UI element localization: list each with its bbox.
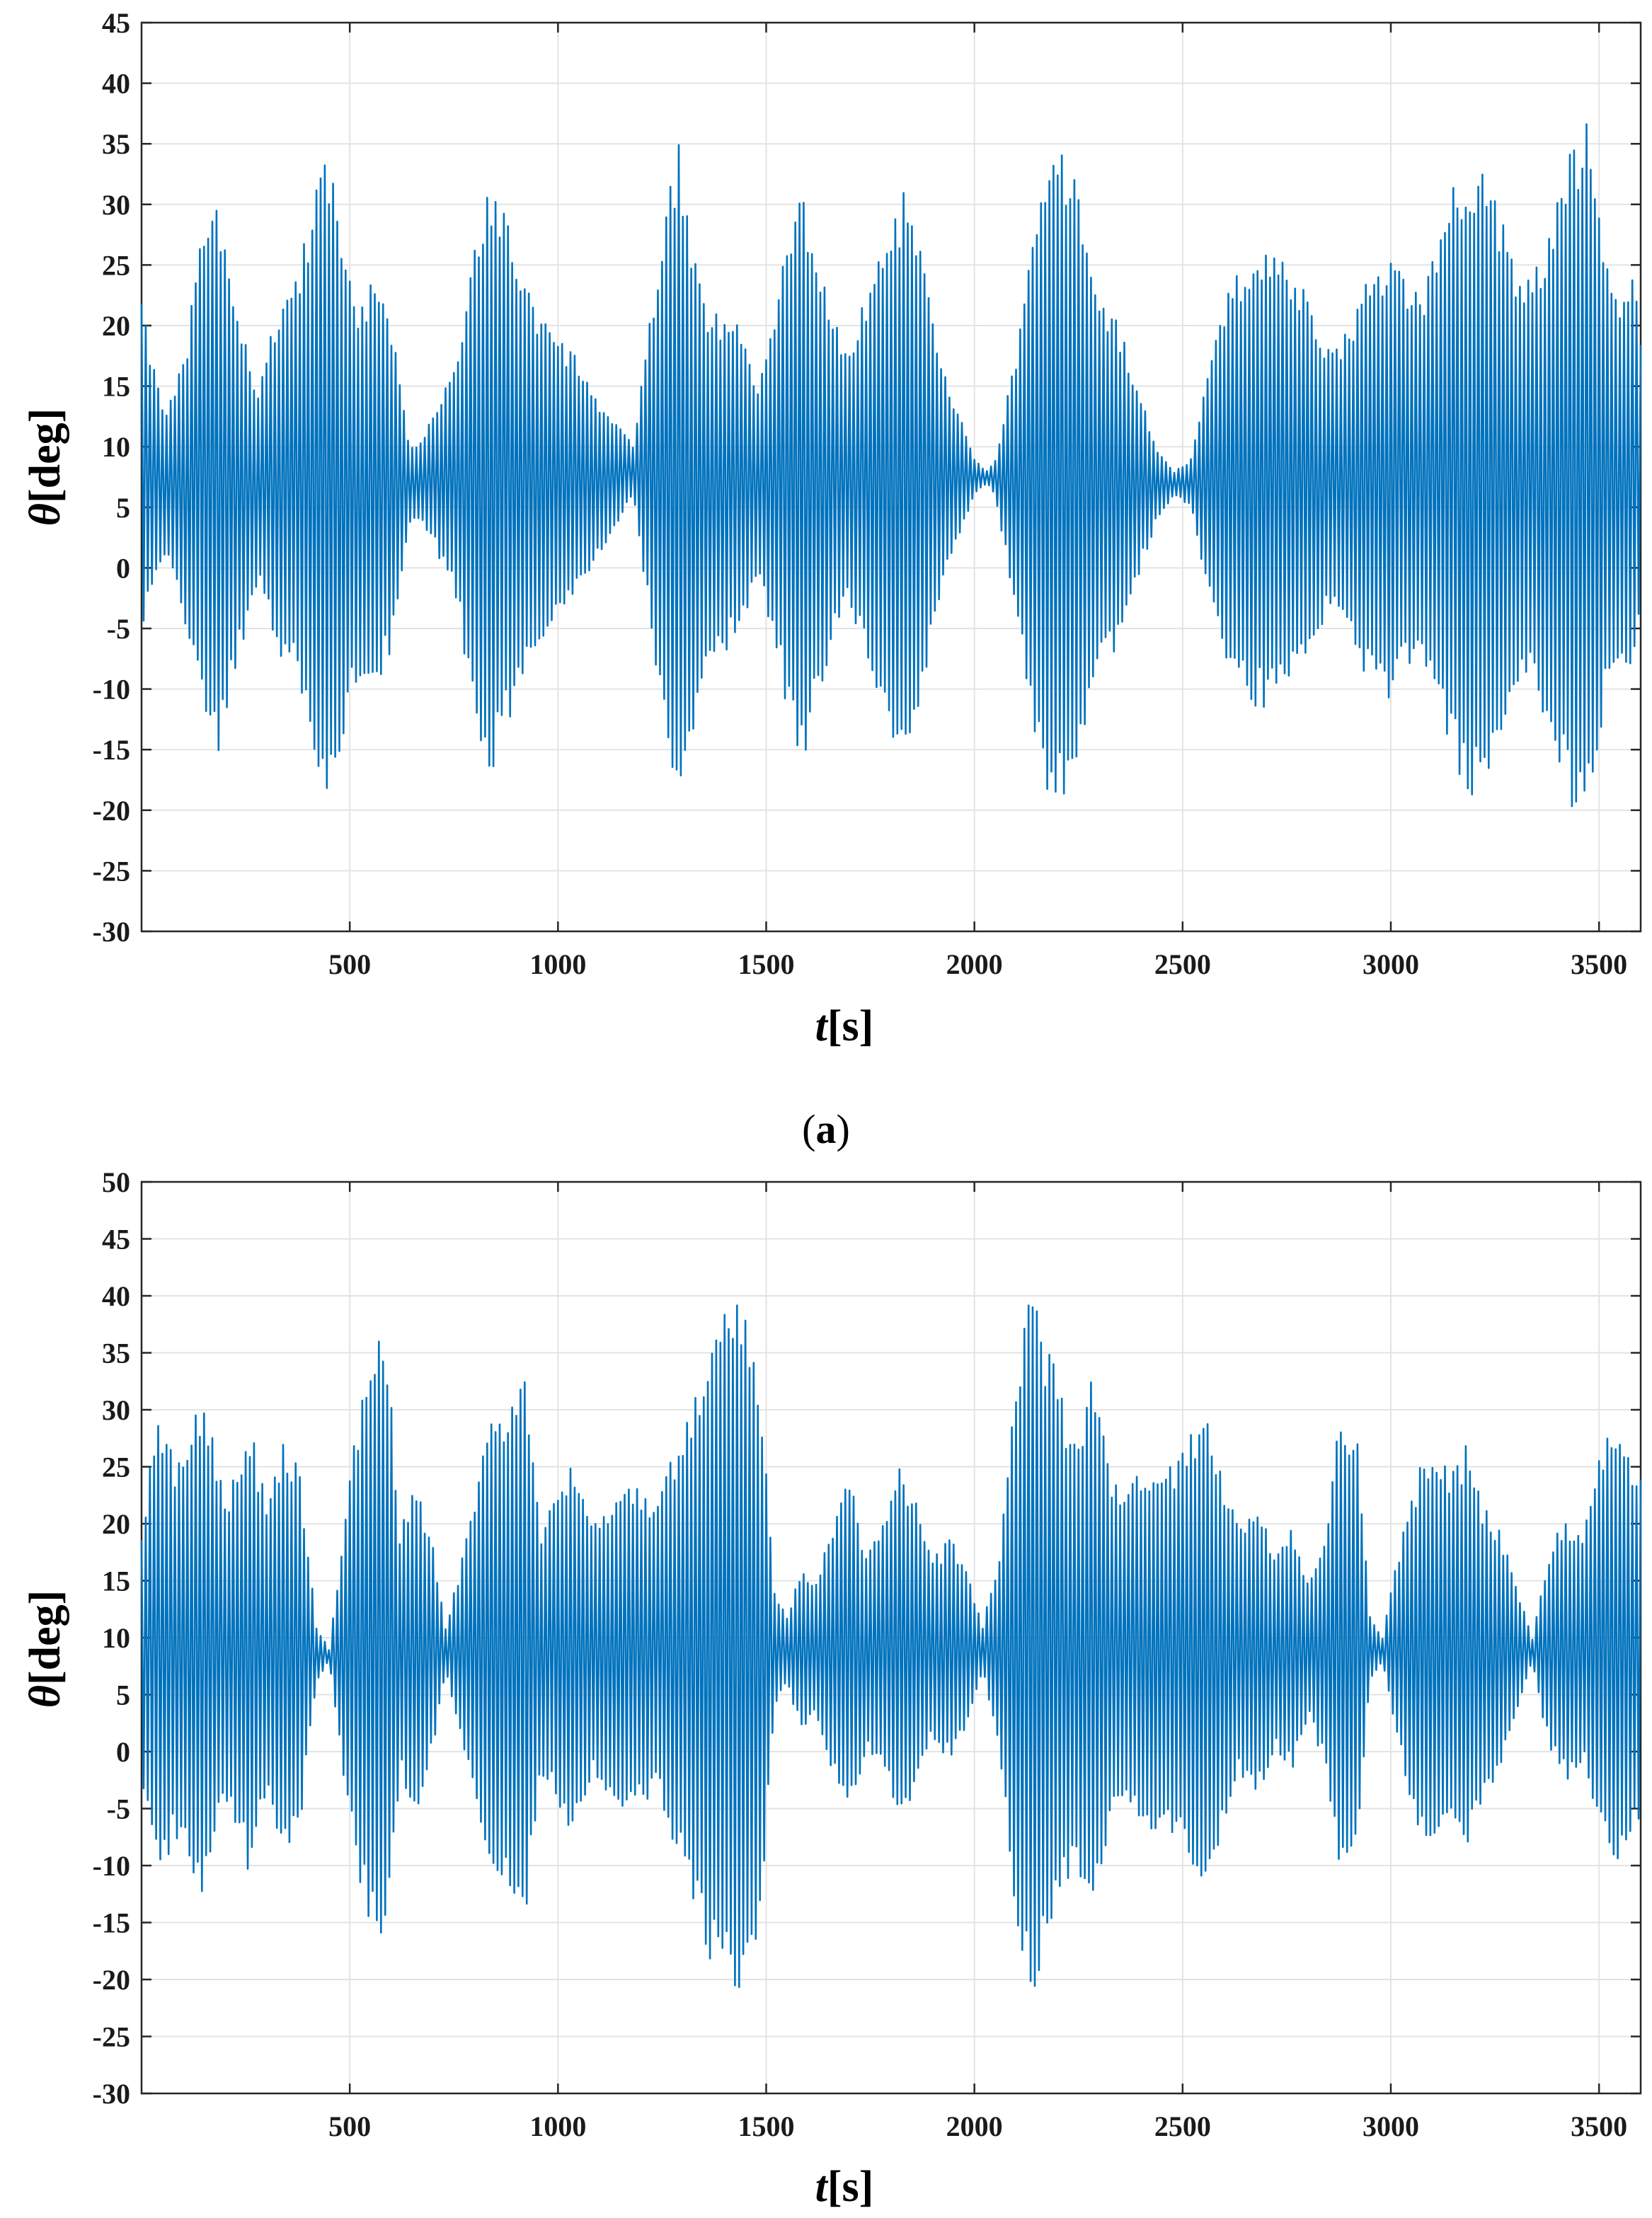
x-tick-label: 1000: [529, 2110, 586, 2142]
x-tick-label: 1000: [529, 948, 586, 980]
x-tick-label: 1500: [738, 948, 795, 980]
x-tick-label: 2000: [946, 2110, 1003, 2142]
x-tick-label: 500: [328, 2110, 371, 2142]
y-tick-label: 45: [102, 7, 130, 39]
x-tick-label: 2500: [1154, 948, 1211, 980]
y-tick-label: -25: [93, 855, 130, 887]
x-tick-label: 500: [328, 948, 371, 980]
y-tick-label: 30: [102, 1394, 130, 1426]
x-axis-label-b: t[s]: [815, 2163, 874, 2211]
y-tick-label: 10: [102, 1622, 130, 1654]
y-tick-label: 25: [102, 249, 130, 281]
y-tick-label: -15: [93, 1907, 130, 1939]
y-tick-label: 0: [116, 1736, 130, 1768]
y-tick-label: 35: [102, 1338, 130, 1369]
y-tick-label: 20: [102, 1508, 130, 1540]
y-tick-label: -10: [93, 1850, 130, 1882]
grid-a: [142, 22, 1641, 932]
y-tick-label: 40: [102, 1280, 130, 1312]
x-axis-label-a: t[s]: [815, 1002, 874, 1050]
x-tick-label: 2000: [946, 948, 1003, 980]
series-a: [140, 123, 1642, 808]
y-tick-label: 10: [102, 431, 130, 463]
x-tick-label: 1500: [738, 2110, 795, 2142]
y-tick-label: -20: [93, 1964, 130, 1996]
y-tick-label: 30: [102, 189, 130, 221]
y-tick-label: 0: [116, 552, 130, 584]
y-tick-labels-b: -30 -25 -20 -15 -10 -5 0 5 10 15 20 25 30 35 40 45 50: [93, 1166, 130, 2110]
x-tick-labels-b: 500 1000 1500 2000 2500 3000 3500: [328, 2110, 1627, 2142]
y-tick-label: -15: [93, 734, 130, 766]
x-tick-label: 3000: [1363, 948, 1419, 980]
x-tick-label: 3500: [1571, 948, 1627, 980]
y-tick-labels-a: -30 -25 -20 -15 -10 -5 0 5 10 15 20 25 30 35 40 45: [93, 7, 130, 948]
series-line: [140, 1304, 1642, 1988]
y-tick-label: -30: [93, 2078, 130, 2110]
caption-a: (a): [802, 1106, 850, 1152]
y-tick-label: -5: [107, 613, 130, 645]
y-tick-label: -20: [93, 795, 130, 827]
x-tick-label: 3000: [1363, 2110, 1419, 2142]
x-tick-labels-a: 500 1000 1500 2000 2500 3000 3500: [328, 948, 1627, 980]
y-tick-label: 20: [102, 310, 130, 342]
y-tick-label: -10: [93, 674, 130, 706]
y-tick-label: 40: [102, 68, 130, 100]
y-tick-label: 45: [102, 1224, 130, 1255]
y-tick-label: -30: [93, 916, 130, 948]
x-tick-label: 3500: [1571, 2110, 1627, 2142]
series-line: [140, 123, 1642, 808]
y-tick-label: 5: [116, 1679, 130, 1711]
chart-panel-b: -30 -25 -20 -15 -10 -5 0 5 10 15 20 25 30 35 40 45 50 50…: [21, 1166, 1642, 2211]
series-b: [140, 1304, 1642, 1988]
y-tick-label: -25: [93, 2021, 130, 2053]
y-axis-label-a: θ[deg]: [21, 408, 69, 526]
y-tick-label: 50: [102, 1166, 130, 1198]
y-axis-label-b: θ[deg]: [21, 1590, 69, 1708]
y-tick-label: -5: [107, 1793, 130, 1825]
chart-panel-a: -30 -25 -20 -15 -10 -5 0 5 10 15 20 25 30 35 40 45 500 1…: [21, 7, 1642, 1050]
y-tick-label: 15: [102, 1565, 130, 1597]
plot-frame: [140, 21, 1642, 933]
y-tick-label: 35: [102, 128, 130, 160]
x-tick-label: 2500: [1154, 2110, 1211, 2142]
y-tick-label: 25: [102, 1452, 130, 1483]
y-tick-label: 5: [116, 492, 130, 524]
y-tick-label: 15: [102, 371, 130, 403]
